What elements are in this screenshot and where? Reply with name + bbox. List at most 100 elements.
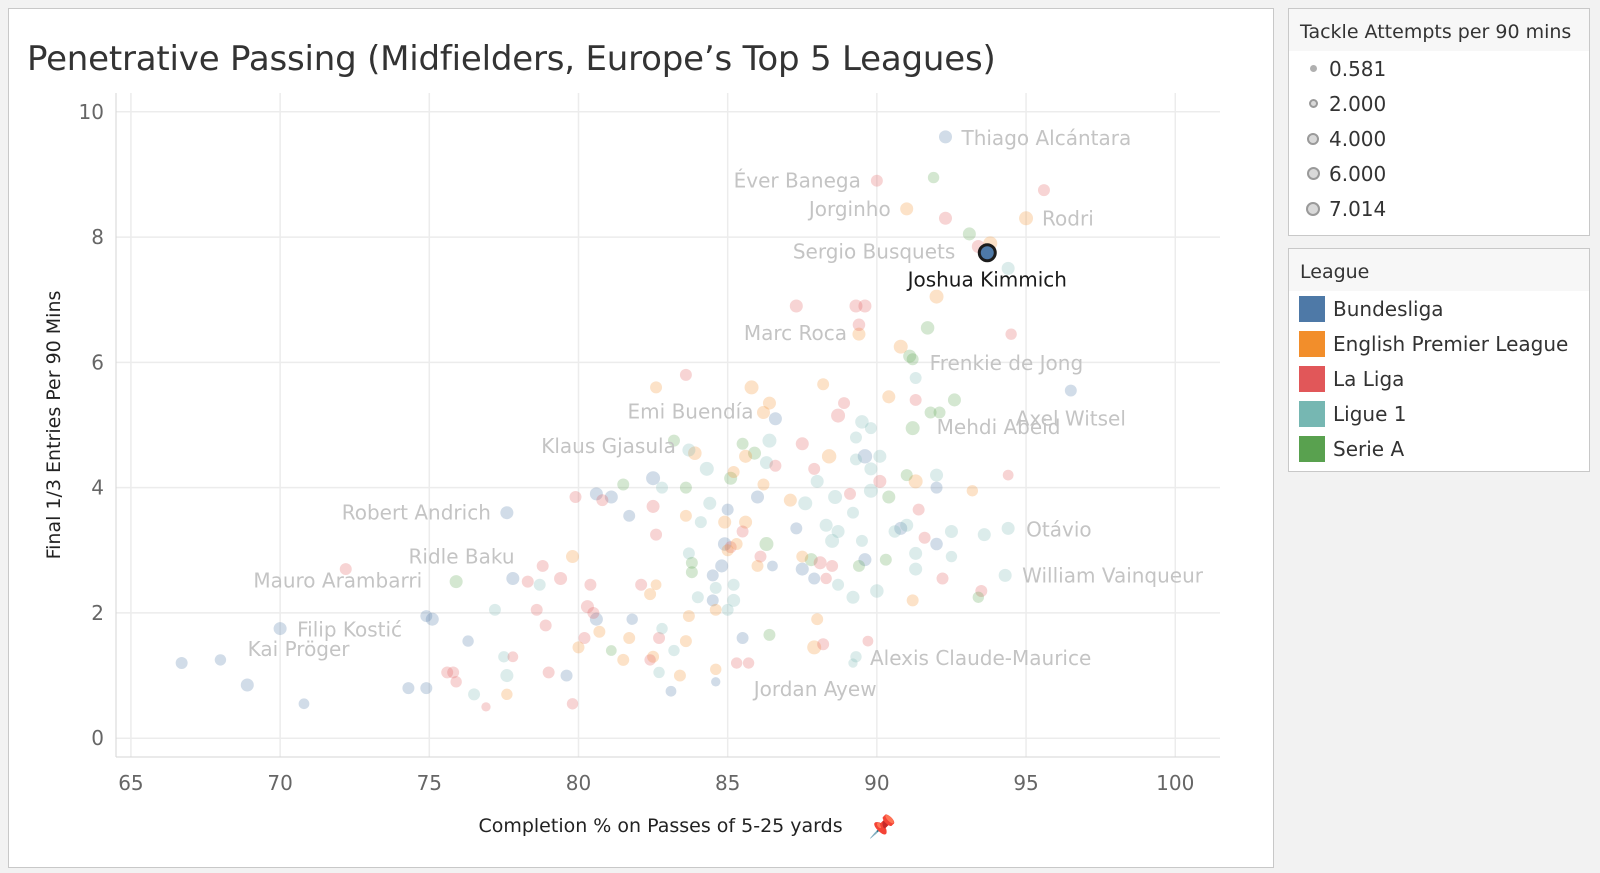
data-point <box>724 471 738 485</box>
data-point <box>298 698 310 710</box>
color-legend-item[interactable]: Serie A <box>1289 431 1589 466</box>
size-legend-item[interactable]: 0.581 <box>1289 51 1589 86</box>
size-legend-label: 0.581 <box>1329 56 1387 81</box>
size-legend-item[interactable]: 2.000 <box>1289 86 1589 121</box>
data-point <box>838 397 851 410</box>
data-point <box>724 541 737 554</box>
data-point <box>966 485 979 497</box>
color-swatch <box>1299 295 1325 322</box>
data-point <box>580 600 594 614</box>
data-point <box>819 518 833 532</box>
color-legend-title: League <box>1289 249 1589 291</box>
data-point <box>449 575 463 589</box>
data-point <box>918 531 931 544</box>
data-point <box>500 506 514 520</box>
color-legend-item[interactable]: English Premier League <box>1289 326 1589 361</box>
data-point <box>924 406 937 419</box>
data-point <box>998 568 1012 582</box>
data-point <box>930 537 943 551</box>
data-point <box>589 612 603 626</box>
data-point <box>804 553 818 567</box>
data-point <box>542 666 555 679</box>
data-point <box>682 610 695 623</box>
data-point <box>936 572 949 585</box>
data-point <box>507 651 519 663</box>
data-point <box>905 421 920 436</box>
size-legend-item[interactable]: 7.014 <box>1289 191 1589 226</box>
data-point <box>975 585 988 597</box>
data-point <box>667 434 680 447</box>
data-point <box>882 490 896 504</box>
data-point <box>862 635 874 647</box>
scatter-plot[interactable]: 65 70 75 80 85 90 95 100 0 2 4 6 8 10 Completion % on … <box>0 0 1274 873</box>
data-point <box>560 669 573 682</box>
color-legend-item[interactable]: Bundesliga <box>1289 291 1589 326</box>
point-label: Emi Buendía <box>628 399 754 423</box>
data-point <box>694 516 707 529</box>
x-tick-label: 85 <box>715 771 740 795</box>
data-point <box>795 437 809 451</box>
data-point <box>709 603 722 616</box>
data-point <box>756 405 770 419</box>
point-label: Otávio <box>1026 517 1091 541</box>
data-point <box>783 493 797 507</box>
data-point <box>688 446 702 460</box>
data-point <box>1001 521 1015 535</box>
data-point <box>751 559 764 572</box>
point-label: Axel Witsel <box>1016 407 1126 431</box>
data-point <box>795 562 809 576</box>
data-point <box>441 666 454 679</box>
point-label: Sergio Busquets <box>793 239 955 263</box>
point-label: Frenkie de Jong <box>930 351 1083 375</box>
point-label: Ridle Baku <box>409 545 515 569</box>
data-point <box>848 658 858 668</box>
point-label: Mehdi Abeid <box>937 415 1061 439</box>
data-point <box>679 481 692 494</box>
x-axis-title: Completion % on Passes of 5-25 yards <box>478 815 842 837</box>
point-label: Éver Banega <box>734 169 861 193</box>
data-point <box>685 566 698 579</box>
point-label: Kai Pröger <box>248 637 351 661</box>
data-point <box>879 553 892 566</box>
data-point <box>831 408 846 423</box>
data-point <box>699 461 714 476</box>
data-point <box>938 130 953 144</box>
data-point <box>682 547 695 560</box>
data-point <box>849 299 863 313</box>
point-label: Mauro Arambarri <box>253 569 422 593</box>
data-point <box>706 594 719 607</box>
data-point <box>855 415 869 429</box>
data-point <box>857 449 873 464</box>
y-tick-label: 10 <box>79 100 104 124</box>
data-point <box>679 635 692 648</box>
size-legend-item[interactable]: 6.000 <box>1289 156 1589 191</box>
data-point <box>858 553 872 567</box>
data-point <box>566 550 580 564</box>
x-tick-label: 95 <box>1013 771 1038 795</box>
data-point <box>870 174 883 187</box>
data-point <box>912 503 925 516</box>
data-point <box>727 578 740 591</box>
data-point <box>623 509 636 522</box>
y-tick-label: 2 <box>91 601 104 625</box>
data-point <box>521 575 534 588</box>
data-point <box>718 515 732 529</box>
color-legend-item[interactable]: Ligue 1 <box>1289 396 1589 431</box>
data-point <box>706 569 719 582</box>
data-point <box>930 481 943 494</box>
data-point <box>647 650 660 663</box>
data-point <box>450 676 462 688</box>
data-point <box>425 612 439 626</box>
data-point <box>488 603 501 616</box>
size-legend-item[interactable]: 4.000 <box>1289 121 1589 156</box>
data-point <box>888 525 902 538</box>
data-point <box>240 678 254 692</box>
size-legend-dot <box>1306 201 1320 216</box>
data-point <box>762 396 776 410</box>
data-point <box>736 437 749 450</box>
color-swatch <box>1299 400 1325 427</box>
data-point <box>736 525 749 538</box>
color-legend-item[interactable]: La Liga <box>1289 361 1589 396</box>
data-point <box>977 528 991 542</box>
data-point <box>1001 261 1015 275</box>
